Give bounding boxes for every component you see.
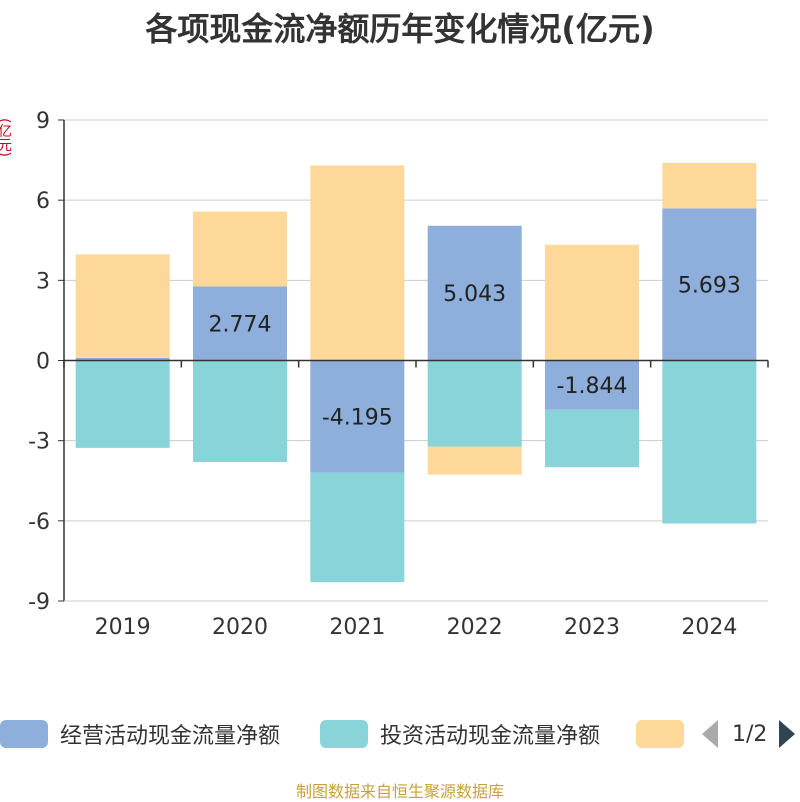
bar bbox=[662, 162, 757, 209]
x-tick-label: 2019 bbox=[95, 615, 151, 640]
bar bbox=[427, 225, 522, 361]
x-tick-label: 2020 bbox=[212, 615, 268, 640]
data-label: 5.043 bbox=[443, 282, 506, 307]
y-tick-label: 0 bbox=[36, 350, 50, 375]
bar bbox=[75, 360, 170, 448]
legend-item-third[interactable] bbox=[636, 714, 696, 754]
legend-item-operating[interactable]: 经营活动现金流量净额 bbox=[0, 714, 280, 754]
data-label: -1.844 bbox=[557, 374, 628, 399]
legend-next-arrow-icon[interactable] bbox=[779, 720, 796, 748]
legend-swatch bbox=[636, 720, 684, 748]
y-axis-label: (亿元) bbox=[0, 118, 12, 157]
legend: 经营活动现金流量净额 投资活动现金流量净额 1/2 bbox=[0, 714, 800, 754]
bar bbox=[427, 446, 522, 475]
bar bbox=[662, 208, 757, 361]
bar bbox=[545, 360, 639, 410]
y-tick-label: 6 bbox=[36, 189, 50, 214]
bar bbox=[193, 286, 287, 361]
bar bbox=[310, 360, 405, 473]
data-source-note: 制图数据来自恒生聚源数据库 bbox=[295, 782, 504, 801]
y-tick-label: -6 bbox=[28, 510, 50, 535]
legend-item-investing[interactable]: 投资活动现金流量净额 bbox=[320, 714, 600, 754]
bar bbox=[662, 360, 757, 524]
legend-page-indicator: 1/2 bbox=[732, 721, 768, 747]
x-tick-label: 2024 bbox=[681, 615, 737, 640]
bar bbox=[427, 360, 522, 447]
y-tick-label: -9 bbox=[28, 590, 50, 615]
chart-title: 各项现金流净额历年变化情况(亿元) bbox=[145, 10, 655, 48]
data-label: 5.693 bbox=[678, 273, 741, 298]
y-tick-label: 9 bbox=[36, 109, 50, 134]
bar bbox=[545, 409, 639, 468]
legend-label: 经营活动现金流量净额 bbox=[60, 724, 281, 749]
legend-label: 投资活动现金流量净额 bbox=[380, 724, 601, 749]
y-tick-label: -3 bbox=[28, 430, 50, 455]
bar bbox=[310, 165, 405, 361]
legend-swatch bbox=[0, 720, 48, 748]
x-tick-label: 2022 bbox=[447, 615, 503, 640]
bar bbox=[310, 472, 405, 583]
bar bbox=[75, 254, 170, 358]
legend-pager: 1/2 bbox=[702, 714, 796, 754]
data-label: -4.195 bbox=[322, 406, 393, 431]
bar bbox=[193, 360, 287, 463]
x-tick-label: 2023 bbox=[564, 615, 620, 640]
y-tick-label: 3 bbox=[36, 269, 50, 294]
legend-prev-arrow-icon[interactable] bbox=[702, 720, 718, 748]
x-tick-label: 2021 bbox=[329, 615, 385, 640]
bar bbox=[193, 211, 287, 287]
bar bbox=[545, 244, 639, 361]
legend-swatch bbox=[320, 720, 368, 748]
data-label: 2.774 bbox=[209, 312, 272, 337]
chart: 9 6 3 0 -3 -6 -9 2.774 -4.195 5.043 -1.844 5.693 201… bbox=[28, 109, 769, 640]
bar bbox=[75, 357, 170, 361]
